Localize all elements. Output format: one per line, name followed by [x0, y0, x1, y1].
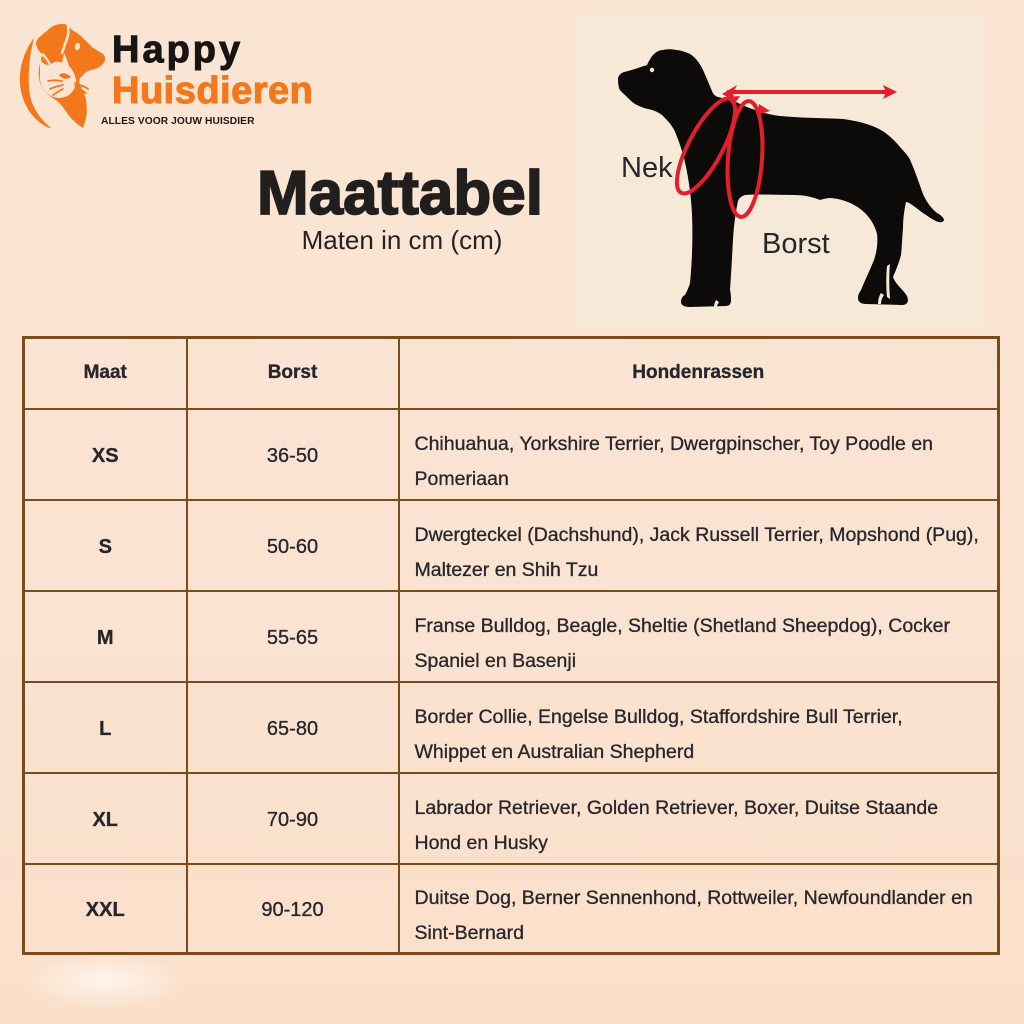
svg-text:Borst: Borst [762, 228, 830, 260]
svg-text:Nek: Nek [621, 152, 673, 184]
